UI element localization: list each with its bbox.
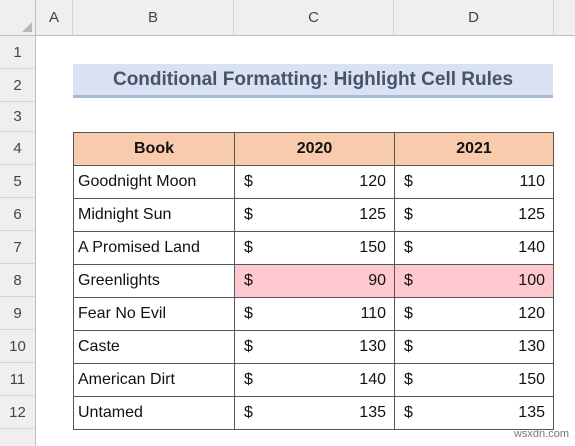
- select-all-triangle-icon: [22, 22, 32, 32]
- currency-symbol: $: [244, 404, 253, 421]
- book-cell[interactable]: Untamed: [73, 396, 235, 430]
- row-header-9[interactable]: 9: [0, 297, 36, 330]
- value-2020: 90: [368, 272, 386, 289]
- currency-symbol: $: [244, 206, 253, 223]
- table-row: Untamed $135 $135: [73, 396, 554, 430]
- book-cell[interactable]: Fear No Evil: [73, 297, 235, 331]
- currency-symbol: $: [404, 239, 413, 256]
- column-header-e[interactable]: [554, 0, 575, 36]
- row-header-3[interactable]: 3: [0, 102, 36, 132]
- table-row: Fear No Evil $110 $120: [73, 297, 554, 331]
- value-2020: 150: [359, 239, 386, 256]
- row-header-11[interactable]: 11: [0, 363, 36, 396]
- value-2020: 110: [360, 305, 386, 322]
- table-header-row: Book 2020 2021: [73, 132, 554, 166]
- currency-symbol: $: [404, 173, 413, 190]
- books-table: Book 2020 2021 Goodnight Moon $120 $110 …: [73, 132, 554, 430]
- book-cell[interactable]: Goodnight Moon: [73, 165, 235, 199]
- currency-symbol: $: [404, 305, 413, 322]
- value-2021-cell[interactable]: $110: [394, 165, 554, 199]
- value-2020-cell[interactable]: $120: [234, 165, 395, 199]
- value-2020-cell[interactable]: $140: [234, 363, 395, 397]
- value-2021: 110: [519, 173, 545, 190]
- value-2021-cell[interactable]: $150: [394, 363, 554, 397]
- currency-symbol: $: [244, 173, 253, 190]
- header-book[interactable]: Book: [73, 132, 235, 166]
- value-2021: 120: [518, 305, 545, 322]
- value-2020-cell[interactable]: $130: [234, 330, 395, 364]
- value-2020-cell[interactable]: $125: [234, 198, 395, 232]
- header-2021[interactable]: 2021: [394, 132, 554, 166]
- value-2020: 125: [359, 206, 386, 223]
- value-2020-cell[interactable]: $150: [234, 231, 395, 265]
- row-header-5[interactable]: 5: [0, 165, 36, 198]
- book-cell[interactable]: Midnight Sun: [73, 198, 235, 232]
- currency-symbol: $: [404, 206, 413, 223]
- book-cell[interactable]: Greenlights: [73, 264, 235, 298]
- value-2021: 150: [518, 371, 545, 388]
- header-2020[interactable]: 2020: [234, 132, 395, 166]
- row-header-8[interactable]: 8: [0, 264, 36, 297]
- value-2020-cell[interactable]: $110: [234, 297, 395, 331]
- row-header-1[interactable]: 1: [0, 36, 36, 69]
- select-all-corner[interactable]: [0, 0, 36, 36]
- column-header-b[interactable]: B: [73, 0, 234, 36]
- book-cell[interactable]: American Dirt: [73, 363, 235, 397]
- row-header-6[interactable]: 6: [0, 198, 36, 231]
- table-row: American Dirt $140 $150: [73, 363, 554, 397]
- row-header-12[interactable]: 12: [0, 396, 36, 429]
- row-header-10[interactable]: 10: [0, 330, 36, 363]
- currency-symbol: $: [244, 239, 253, 256]
- table-row: A Promised Land $150 $140: [73, 231, 554, 265]
- book-cell[interactable]: A Promised Land: [73, 231, 235, 265]
- column-header-c[interactable]: C: [234, 0, 394, 36]
- row-header-13[interactable]: [0, 429, 36, 446]
- currency-symbol: $: [244, 305, 253, 322]
- value-2020: 120: [359, 173, 386, 190]
- value-2021: 135: [518, 404, 545, 421]
- value-2020: 135: [359, 404, 386, 421]
- value-2021-cell[interactable]: $120: [394, 297, 554, 331]
- value-2021: 100: [518, 272, 545, 289]
- value-2021-cell[interactable]: $135: [394, 396, 554, 430]
- value-2021-cell[interactable]: $125: [394, 198, 554, 232]
- currency-symbol: $: [244, 272, 253, 289]
- row-header-4[interactable]: 4: [0, 132, 36, 165]
- value-2021-cell-highlighted[interactable]: $100: [394, 264, 554, 298]
- value-2021: 130: [518, 338, 545, 355]
- table-row: Caste $130 $130: [73, 330, 554, 364]
- watermark: wsxdn.com: [513, 428, 569, 440]
- currency-symbol: $: [404, 371, 413, 388]
- sheet-title[interactable]: Conditional Formatting: Highlight Cell R…: [73, 64, 553, 98]
- column-header-d[interactable]: D: [394, 0, 554, 36]
- row-header-7[interactable]: 7: [0, 231, 36, 264]
- currency-symbol: $: [404, 338, 413, 355]
- book-cell[interactable]: Caste: [73, 330, 235, 364]
- value-2020: 130: [359, 338, 386, 355]
- table-row: Midnight Sun $125 $125: [73, 198, 554, 232]
- currency-symbol: $: [244, 371, 253, 388]
- value-2020-cell-highlighted[interactable]: $90: [234, 264, 395, 298]
- value-2020: 140: [359, 371, 386, 388]
- value-2021-cell[interactable]: $140: [394, 231, 554, 265]
- value-2021: 125: [518, 206, 545, 223]
- currency-symbol: $: [404, 272, 413, 289]
- row-header-2[interactable]: 2: [0, 69, 36, 102]
- value-2020-cell[interactable]: $135: [234, 396, 395, 430]
- table-row: Goodnight Moon $120 $110: [73, 165, 554, 199]
- currency-symbol: $: [404, 404, 413, 421]
- currency-symbol: $: [244, 338, 253, 355]
- value-2021-cell[interactable]: $130: [394, 330, 554, 364]
- value-2021: 140: [518, 239, 545, 256]
- column-header-a[interactable]: A: [36, 0, 73, 36]
- table-row-highlighted: Greenlights $90 $100: [73, 264, 554, 298]
